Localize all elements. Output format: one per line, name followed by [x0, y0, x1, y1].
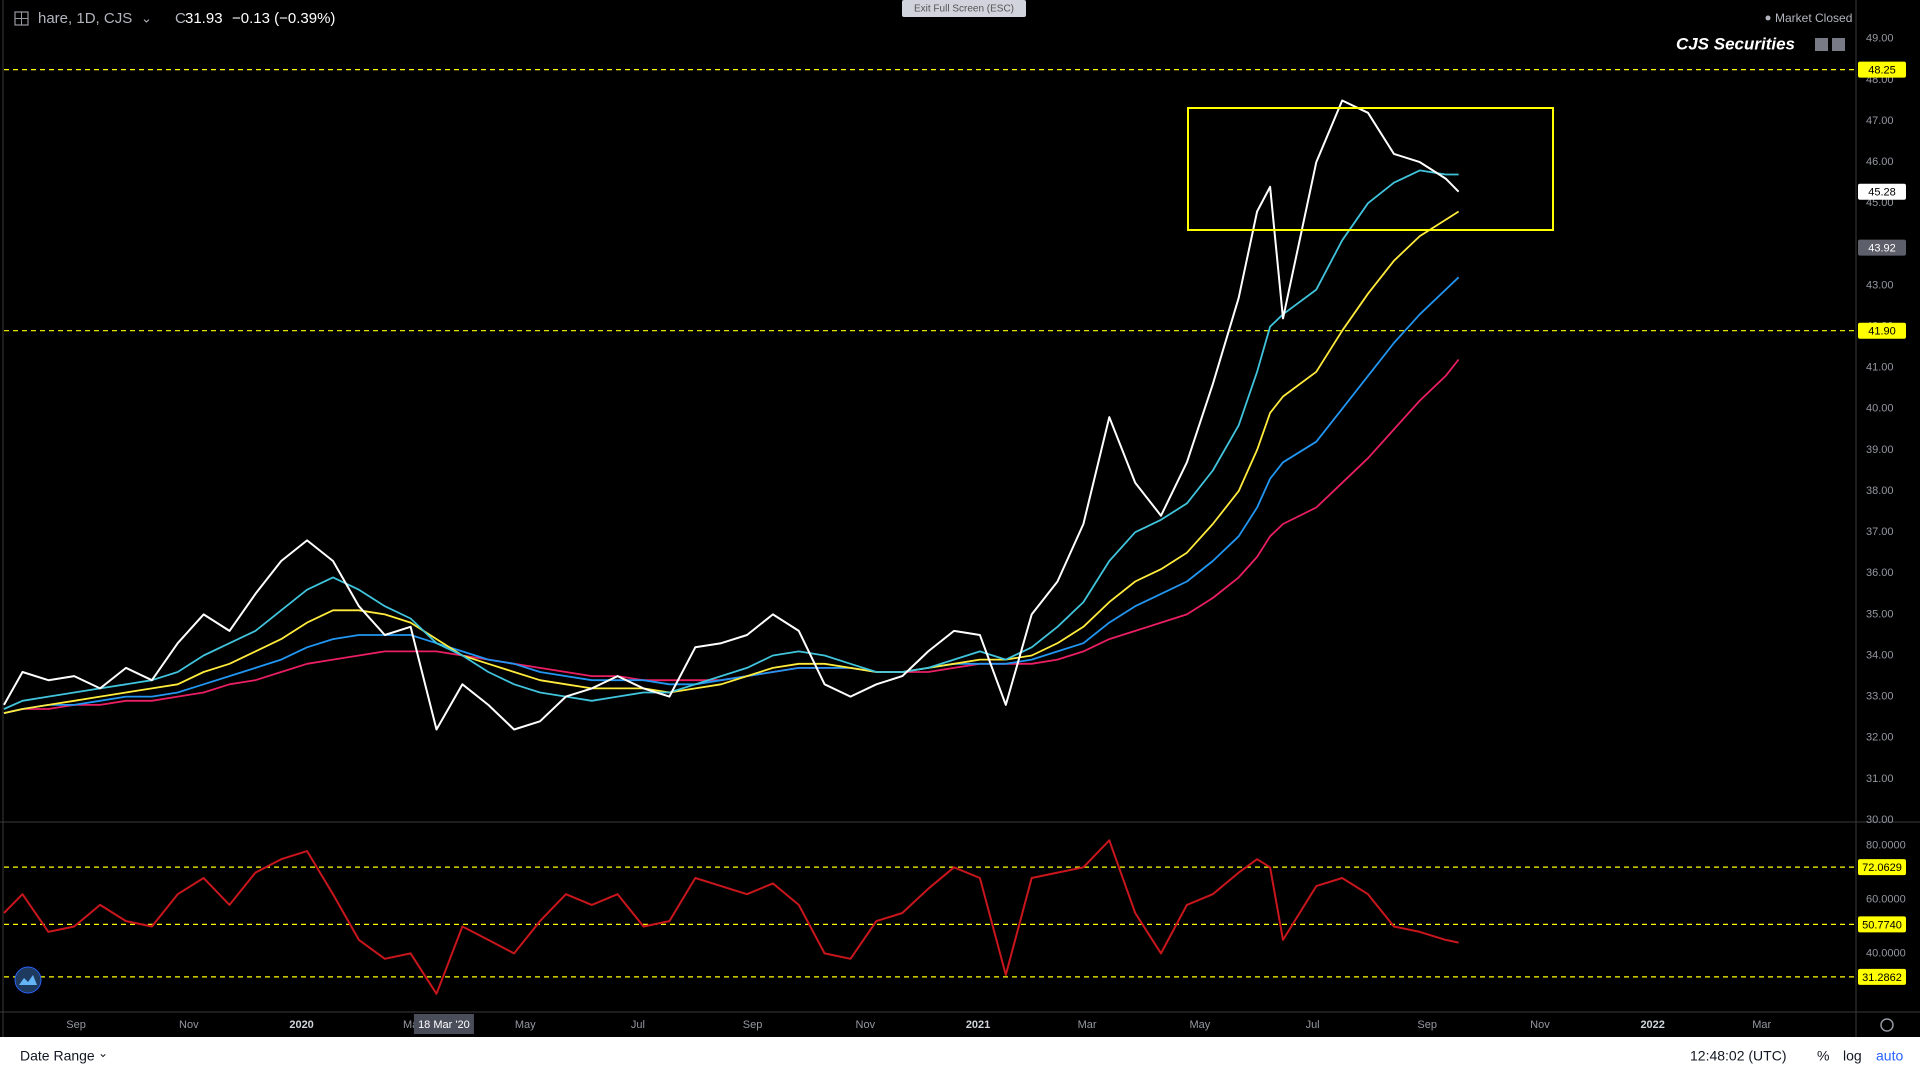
dropdown-caret: ⌄ [98, 1046, 108, 1060]
x-tick-label: Jul [631, 1019, 645, 1031]
x-tick-label: Nov [1530, 1019, 1550, 1031]
x-tick-label: Nov [179, 1019, 199, 1031]
price-label-box [1858, 916, 1906, 933]
price-label-box [1858, 61, 1906, 78]
status-dot [1765, 15, 1771, 21]
change: −0.13 (−0.39%) [232, 10, 335, 27]
plot-area [3, 69, 1856, 995]
y-tick-label: 40.0000 [1866, 947, 1906, 959]
price-label-box [1858, 968, 1906, 985]
y-tick-label: 35.00 [1866, 608, 1894, 620]
y-tick-label: 37.00 [1866, 526, 1894, 538]
x-tick-label: 2021 [966, 1019, 990, 1031]
y-tick-label: 46.00 [1866, 156, 1894, 168]
x-tick-label: Nov [856, 1019, 876, 1031]
x-tick-label: May [515, 1019, 536, 1031]
y-tick-label: 34.00 [1866, 649, 1894, 661]
price-label-box [1858, 859, 1906, 876]
header: hare, 1D, CJS ⌄ C 31.93 −0.13 (−0.39%) E… [14, 0, 1852, 53]
clock: 12:48:02 (UTC) [1690, 1048, 1786, 1064]
price-label: 43.92 [1868, 243, 1896, 255]
series-line [3, 99, 1460, 731]
percent-toggle[interactable]: % [1817, 1048, 1829, 1064]
series-line [3, 210, 1460, 714]
close-prefix: C [175, 10, 186, 27]
close-value: 31.93 [185, 10, 223, 27]
exit-button-label[interactable]: Exit Full Screen (ESC) [914, 4, 1014, 15]
y-tick-label: 60.0000 [1866, 893, 1906, 905]
x-tick-label: Mar [1078, 1019, 1097, 1031]
bottom-bar [0, 1037, 1920, 1080]
y-tick-label: 31.00 [1866, 773, 1894, 785]
y-tick-label: 49.00 [1866, 33, 1894, 45]
y-tick-label: 38.00 [1866, 485, 1894, 497]
settings-icon[interactable] [1880, 1018, 1894, 1032]
crosshair-label: 18 Mar '20 [418, 1019, 470, 1031]
x-tick-label: Sep [66, 1019, 86, 1031]
series-line [3, 839, 1459, 995]
dropdown-caret: ⌄ [141, 10, 152, 25]
price-label-box [1858, 322, 1906, 339]
x-tick-label: 2022 [1640, 1019, 1664, 1031]
log-toggle[interactable]: log [1843, 1048, 1862, 1064]
price-label: 72.0629 [1862, 862, 1902, 874]
y-tick-label: 30.00 [1866, 814, 1894, 826]
brand: CJS Securities [1676, 34, 1795, 53]
x-tick-label: Sep [1417, 1019, 1437, 1031]
y-tick-label: 41.00 [1866, 362, 1894, 374]
x-tick-label: Sep [743, 1019, 763, 1031]
market-status: Market Closed [1775, 11, 1852, 25]
y-tick-label: 80.0000 [1866, 840, 1906, 852]
price-label: 41.90 [1868, 326, 1896, 338]
price-label-box [1858, 183, 1906, 200]
y-tick-label: 45.00 [1866, 197, 1894, 209]
collapse-button[interactable] [1815, 38, 1828, 51]
y-tick-label: 32.00 [1866, 732, 1894, 744]
annotation-box [1187, 107, 1554, 231]
indicator-icon-glyph [19, 975, 37, 985]
price-label: 50.7740 [1862, 919, 1902, 931]
price-label: 45.28 [1868, 187, 1896, 199]
series-line [3, 169, 1459, 710]
y-tick-label: 47.00 [1866, 115, 1894, 127]
y-tick-label: 40.00 [1866, 403, 1894, 415]
price-label: 48.25 [1868, 65, 1896, 77]
y-tick-label: 43.00 [1866, 279, 1894, 291]
x-tick-label: May [1189, 1019, 1210, 1031]
axes: 30.00 31.00 32.00 33.00 34.00 35.00 36.00 37.00… [66, 33, 1906, 1034]
maximize-button[interactable] [1832, 38, 1845, 51]
x-tick-label: 2020 [289, 1019, 313, 1031]
crosshair-label-box [413, 1014, 474, 1034]
y-tick-label: 36.00 [1866, 567, 1894, 579]
price-label: 31.2862 [1862, 972, 1902, 984]
date-range[interactable]: Date Range [20, 1048, 95, 1064]
y-tick-label: 39.00 [1866, 444, 1894, 456]
symbol[interactable]: hare, 1D, CJS [38, 10, 132, 27]
exit-button[interactable] [902, 0, 1026, 17]
x-tick-label: Mar [1752, 1019, 1771, 1031]
auto-toggle[interactable]: auto [1876, 1048, 1903, 1064]
price-label-box [1858, 239, 1906, 256]
indicator-icon[interactable] [14, 966, 42, 994]
y-tick-label: 33.00 [1866, 691, 1894, 703]
x-tick-label: Jul [1306, 1019, 1320, 1031]
